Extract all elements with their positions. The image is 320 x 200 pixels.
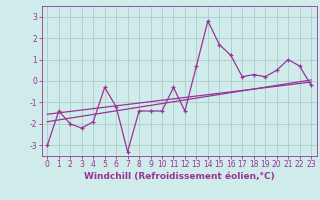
X-axis label: Windchill (Refroidissement éolien,°C): Windchill (Refroidissement éolien,°C) [84,172,275,181]
